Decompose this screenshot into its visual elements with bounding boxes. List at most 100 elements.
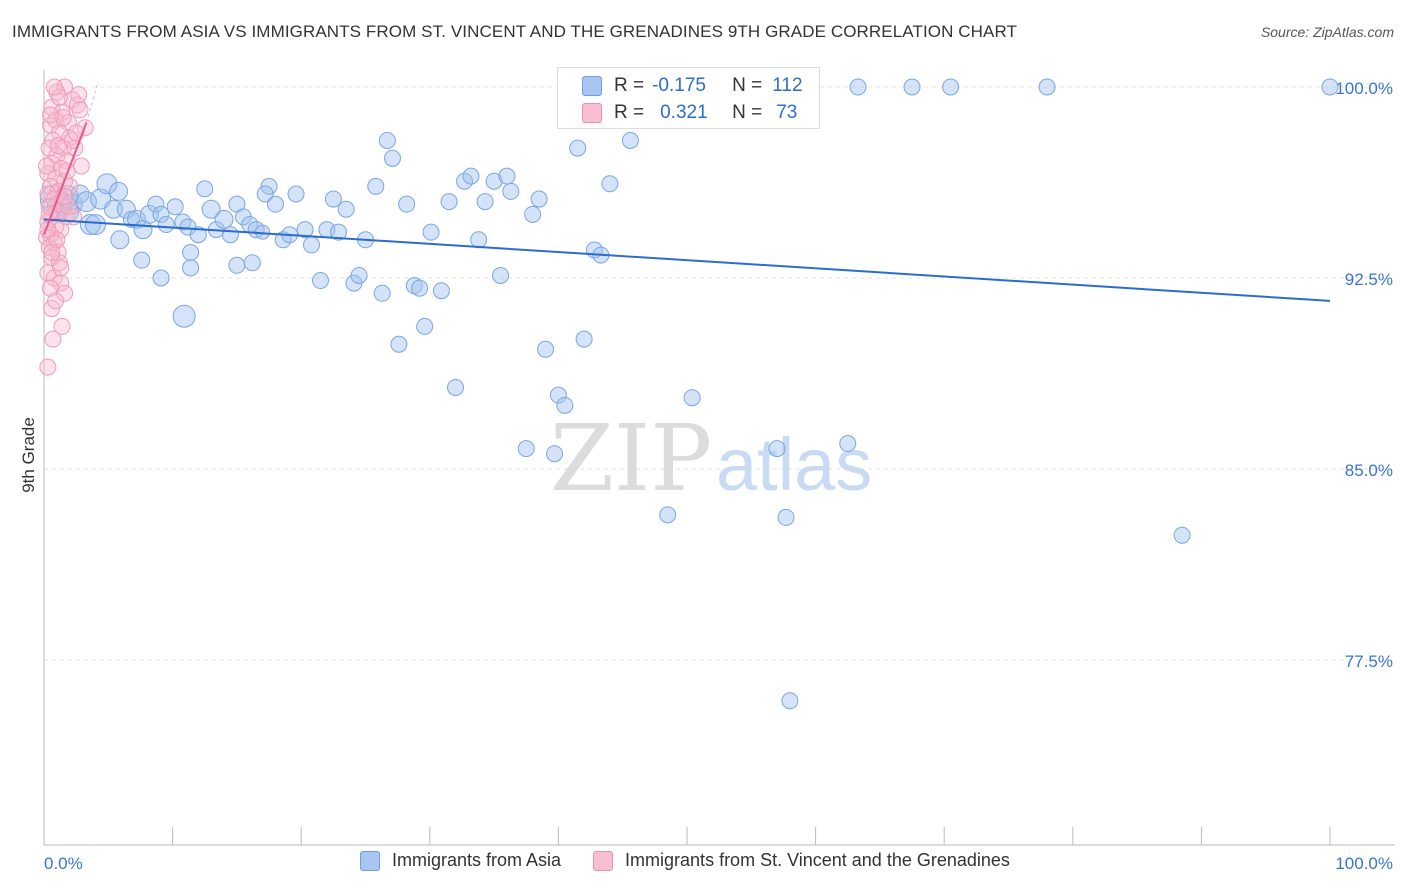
data-point-asia <box>575 330 593 348</box>
data-point-asia <box>337 200 355 218</box>
data-point-asia <box>839 435 857 453</box>
data-point-st-vincent <box>43 300 61 318</box>
data-point-asia <box>243 254 261 272</box>
data-point-asia <box>329 223 347 241</box>
data-point-asia <box>398 195 416 213</box>
data-point-asia <box>601 175 619 193</box>
data-point-st-vincent <box>59 198 77 216</box>
stats-r-value: 0.321 <box>660 102 708 123</box>
y-tick-label: 92.5% <box>1345 270 1393 289</box>
data-point-asia <box>256 185 274 203</box>
trend-line-st-vincent <box>43 122 88 236</box>
data-point-asia <box>75 191 97 213</box>
y-tick-label: 100.0% <box>1335 79 1393 98</box>
data-point-asia <box>324 190 342 208</box>
y-tick-label: 77.5% <box>1345 652 1393 671</box>
data-point-asia <box>1038 78 1056 96</box>
legend-item-asia[interactable]: Immigrants from Asia <box>360 850 561 871</box>
data-point-asia <box>683 389 701 407</box>
trend-line-st-vincent-extension <box>85 81 99 123</box>
data-point-asia <box>296 221 314 239</box>
data-point-asia <box>432 282 450 300</box>
data-point-asia <box>311 272 329 290</box>
legend-label-st-vincent: Immigrants from St. Vincent and the Gren… <box>625 850 1010 870</box>
data-point-asia <box>422 223 440 241</box>
data-point-asia <box>174 213 192 231</box>
stats-n-label: N = <box>732 75 763 96</box>
data-point-st-vincent <box>50 88 68 106</box>
data-point-st-vincent <box>39 358 57 376</box>
data-point-st-vincent <box>48 83 66 101</box>
data-point-asia <box>405 277 423 295</box>
data-point-asia <box>768 440 786 458</box>
data-point-asia <box>133 251 151 269</box>
x-tick-label: 0.0% <box>44 854 83 873</box>
data-point-asia <box>621 131 639 149</box>
legend-item-st-vincent[interactable]: Immigrants from St. Vincent and the Gren… <box>593 850 1010 871</box>
data-point-asia <box>546 445 564 463</box>
data-point-asia <box>470 231 488 249</box>
data-point-asia <box>201 199 221 219</box>
y-axis-label: 9th Grade <box>19 417 38 493</box>
data-point-st-vincent <box>72 157 90 175</box>
data-point-st-vincent <box>52 274 70 292</box>
data-point-asia <box>116 199 136 219</box>
data-point-st-vincent <box>70 86 88 104</box>
data-point-asia <box>166 198 184 216</box>
legend-swatch-st-vincent <box>593 850 614 871</box>
data-point-st-vincent <box>43 244 61 262</box>
data-point-asia <box>416 317 434 335</box>
data-point-asia <box>447 379 465 397</box>
data-point-asia <box>157 216 175 234</box>
data-point-asia <box>384 149 402 167</box>
data-point-asia <box>350 266 368 284</box>
data-point-asia <box>1173 526 1191 544</box>
data-point-asia <box>182 259 200 277</box>
data-point-asia <box>440 193 458 211</box>
data-point-asia <box>96 173 118 195</box>
data-point-asia <box>502 182 520 200</box>
trend-lines <box>43 81 1331 302</box>
data-point-asia <box>221 226 239 244</box>
data-point-asia <box>189 226 207 244</box>
data-point-asia <box>411 279 429 297</box>
data-point-asia <box>492 266 510 284</box>
data-point-asia <box>390 335 408 353</box>
tick-labels: 100.0% 92.5% 85.0% 77.5% 0.0% 100.0% <box>44 79 1393 873</box>
data-point-asia <box>462 167 480 185</box>
data-point-st-vincent <box>52 259 70 277</box>
stats-row-asia: R = -0.175 N = 112 <box>582 75 803 97</box>
data-point-asia <box>537 340 555 358</box>
data-point-asia <box>228 256 246 274</box>
data-point-asia <box>109 181 129 201</box>
data-point-asia <box>777 508 795 526</box>
data-point-st-vincent <box>38 157 56 175</box>
data-point-asia <box>485 172 503 190</box>
data-point-st-vincent <box>49 137 67 155</box>
stats-row-st-vincent: R = 0.321 N = 73 <box>582 102 797 124</box>
data-point-asia <box>302 236 320 254</box>
data-point-asia <box>373 284 391 302</box>
watermark-atlas: atlas <box>716 423 872 506</box>
stats-r-value: -0.175 <box>652 75 706 96</box>
stats-r-label: R = <box>614 75 645 96</box>
data-point-st-vincent <box>53 317 71 335</box>
data-point-asia <box>549 386 567 404</box>
data-point-st-vincent <box>54 109 72 127</box>
data-point-asia <box>903 78 921 96</box>
data-point-asia <box>84 214 106 236</box>
legend-label-asia: Immigrants from Asia <box>392 850 562 870</box>
data-point-asia <box>266 195 284 213</box>
data-point-asia <box>152 269 170 287</box>
stats-box: R = -0.175 N = 112 R = 0.321 N = 73 <box>557 67 820 129</box>
stats-r-label: R = <box>614 102 645 123</box>
legend: Immigrants from Asia Immigrants from St.… <box>360 850 1042 871</box>
data-point-asia <box>127 209 147 229</box>
data-point-asia <box>524 205 542 223</box>
data-point-asia <box>378 131 396 149</box>
watermark: ZIP atlas <box>550 405 872 512</box>
data-point-asia <box>260 177 278 195</box>
stats-swatch-asia <box>582 76 602 96</box>
grid-lines <box>44 86 1395 661</box>
data-point-asia <box>122 210 140 228</box>
